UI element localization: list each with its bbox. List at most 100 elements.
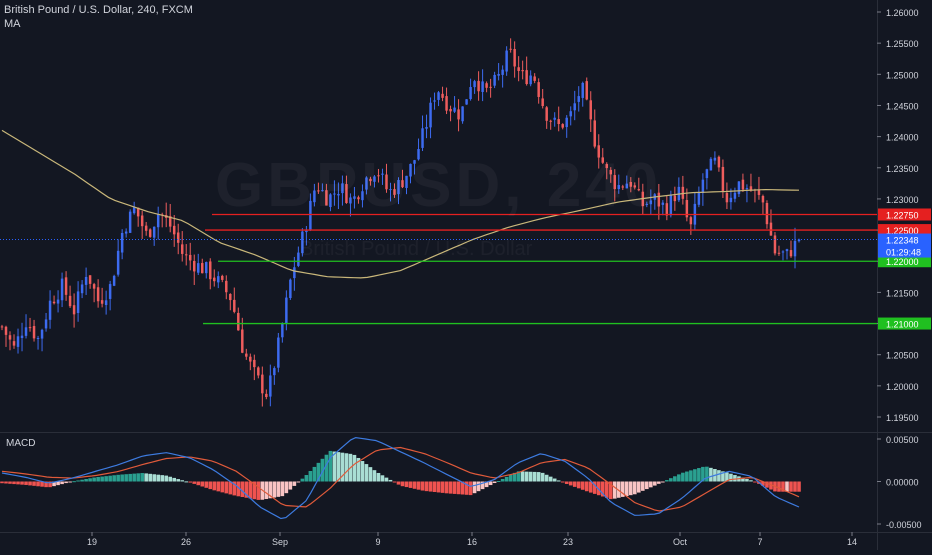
- candle-body: [649, 200, 653, 205]
- macd-hist-bar: [705, 466, 709, 482]
- macd-hist-bar: [725, 472, 729, 482]
- candle-body: [485, 83, 488, 88]
- macd-hist-bar: [368, 467, 373, 482]
- resistance-1-price-tag: [878, 208, 931, 221]
- candle-body: [277, 337, 280, 368]
- candle-body: [0, 326, 4, 328]
- macd-hist-bar: [777, 481, 781, 492]
- macd-hist-bar: [364, 464, 369, 482]
- candle-body: [705, 169, 709, 179]
- candle-body: [453, 107, 456, 112]
- macd-hist-bar: [344, 453, 349, 482]
- candle-body: [633, 185, 637, 188]
- macd-hist-bar: [472, 481, 477, 494]
- candle-body: [465, 99, 468, 105]
- candle-body: [529, 75, 532, 85]
- candle-body: [84, 276, 88, 285]
- macd-hist-bar: [745, 478, 749, 482]
- candle-body: [341, 183, 344, 194]
- candle-body: [201, 263, 204, 274]
- candle-body: [569, 111, 572, 117]
- candle-body: [313, 190, 316, 203]
- candle-body: [505, 50, 508, 72]
- macd-hist-bar: [540, 472, 545, 482]
- candle-body: [525, 70, 528, 84]
- macd-hist-bar: [424, 481, 429, 492]
- macd-hist-bar: [689, 470, 693, 482]
- macd-hist-bar: [104, 476, 108, 482]
- macd-hist-bar: [156, 474, 160, 482]
- macd-hist-bar: [328, 450, 333, 482]
- macd-hist-bar: [224, 481, 229, 494]
- macd-hist-bar: [288, 481, 293, 490]
- candle-body: [473, 81, 476, 88]
- candle-body: [609, 169, 613, 175]
- macd-hist-bar: [665, 480, 669, 482]
- macd-hist-bar: [568, 481, 573, 486]
- candle-body: [152, 226, 156, 238]
- candle-body: [669, 194, 673, 216]
- candle-body: [4, 326, 8, 335]
- candle-body: [237, 312, 240, 331]
- candle-body: [16, 336, 20, 347]
- candle-body: [176, 232, 180, 243]
- macd-hist-bar: [92, 477, 96, 482]
- macd-tick-label: -0.00500: [886, 520, 922, 530]
- macd-hist-bar: [548, 476, 553, 482]
- candle-body: [637, 189, 641, 191]
- macd-hist-bar: [532, 471, 537, 482]
- candle-body: [349, 197, 352, 204]
- time-tick-label: 14: [847, 537, 857, 547]
- macd-hist-bar: [76, 480, 80, 482]
- macd-hist-bar: [88, 478, 92, 482]
- macd-hist-bar: [176, 479, 181, 482]
- macd-hist-bar: [168, 476, 173, 482]
- macd-hist-bar: [616, 481, 621, 498]
- candle-body: [457, 109, 460, 120]
- candle-body: [273, 368, 276, 376]
- macd-hist-bar: [576, 481, 581, 489]
- candle-body: [144, 225, 148, 231]
- macd-hist-bar: [500, 478, 505, 482]
- macd-hist-bar: [681, 472, 685, 482]
- macd-hist-bar: [228, 481, 233, 495]
- macd-hist-bar: [444, 481, 449, 494]
- macd-hist-bar: [120, 474, 124, 482]
- candle-body: [100, 300, 104, 304]
- macd-hist-bar: [108, 475, 112, 482]
- macd-hist-bar: [701, 466, 705, 482]
- macd-hist-bar: [620, 481, 625, 497]
- macd-hist-bar: [0, 481, 4, 484]
- macd-hist-bar: [628, 481, 633, 496]
- candle-body: [597, 145, 600, 158]
- candle-body: [681, 186, 685, 199]
- time-tick-label: 23: [563, 537, 573, 547]
- candle-body: [757, 189, 761, 195]
- candle-body: [136, 207, 140, 217]
- candle-body: [265, 393, 268, 398]
- candle-body: [60, 278, 64, 301]
- macd-hist-bar: [244, 481, 249, 498]
- candle-body: [301, 231, 304, 254]
- macd-hist-bar: [588, 481, 593, 493]
- macd-hist-bar: [268, 481, 273, 499]
- macd-hist-bar: [336, 452, 341, 482]
- macd-hist-bar: [416, 481, 421, 490]
- macd-hist-bar: [641, 481, 645, 491]
- candle-body: [397, 180, 400, 195]
- candle-body: [393, 189, 396, 195]
- candle-body: [557, 119, 560, 125]
- candle-body: [365, 177, 368, 190]
- macd-hist-bar: [40, 481, 44, 487]
- macd-hist-bar: [128, 473, 132, 482]
- macd-hist-bar: [68, 481, 72, 483]
- candle-body: [217, 276, 220, 283]
- macd-hist-bar: [4, 481, 8, 484]
- macd-hist-bar: [536, 472, 541, 482]
- support-2-price-label: 1.21000: [886, 320, 919, 330]
- macd-hist-bar: [432, 481, 437, 493]
- candle-body: [233, 299, 236, 312]
- macd-hist-bar: [412, 481, 417, 489]
